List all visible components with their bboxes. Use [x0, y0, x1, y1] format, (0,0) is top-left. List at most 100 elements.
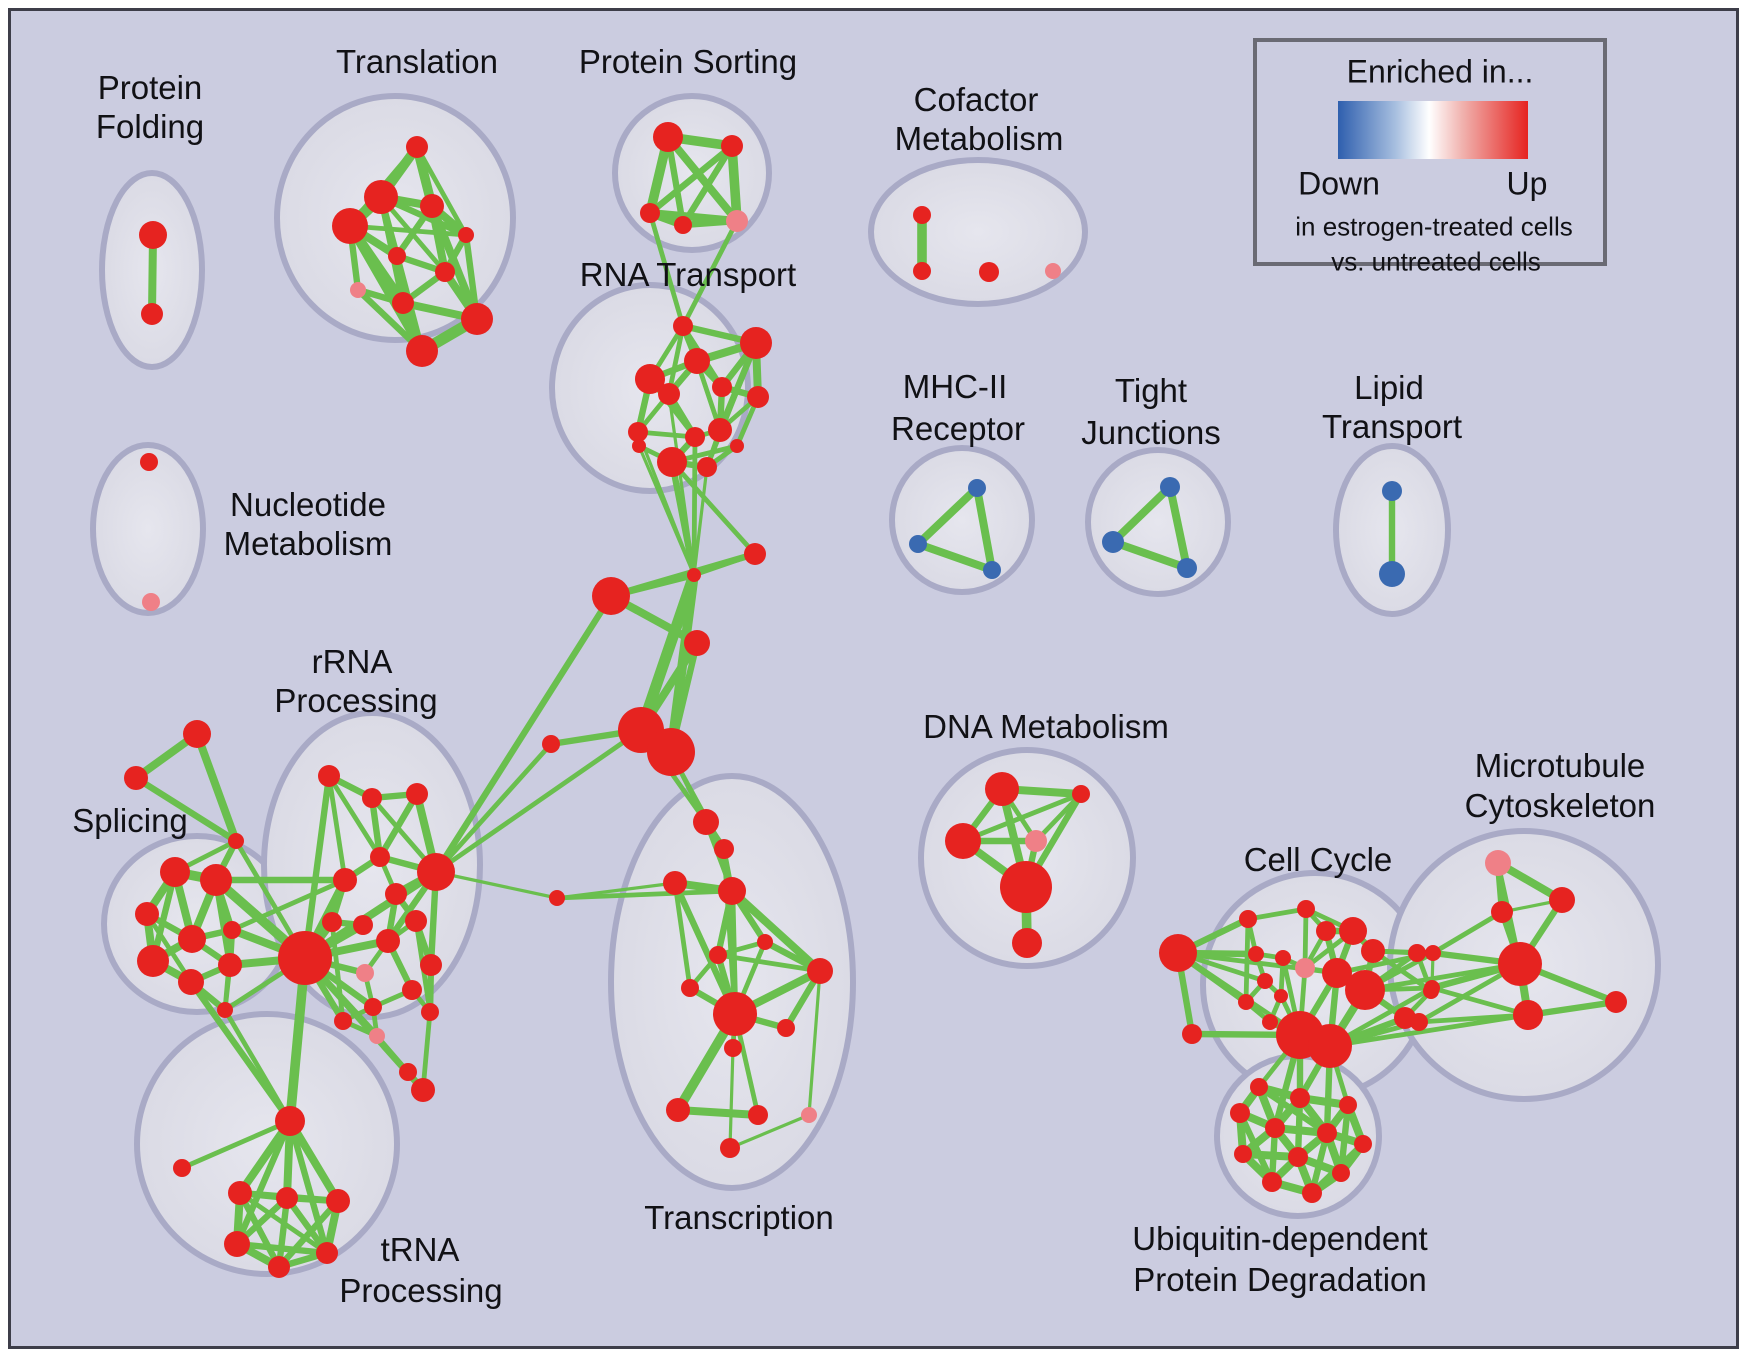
network-edge: [420, 1009, 433, 1093]
network-node: [983, 561, 1001, 579]
network-node: [417, 853, 455, 891]
network-node: [748, 1105, 768, 1125]
network-node: [178, 969, 204, 995]
network-edge: [229, 877, 348, 933]
network-node: [1288, 1147, 1308, 1167]
network-edge: [554, 888, 735, 901]
network-node: [542, 735, 560, 753]
network-node: [1257, 973, 1273, 989]
network-node: [726, 210, 748, 232]
network-node: [747, 386, 769, 408]
network-node: [1000, 861, 1052, 913]
network-node: [985, 772, 1019, 806]
network-node: [140, 453, 158, 471]
network-node: [458, 227, 474, 243]
network-edge: [728, 1113, 811, 1150]
network-edge: [275, 1197, 342, 1271]
network-node: [217, 1002, 233, 1018]
network-node: [421, 1003, 439, 1021]
network-node: [1072, 785, 1090, 803]
network-node: [708, 418, 732, 442]
network-node: [1498, 942, 1542, 986]
network-node: [658, 383, 680, 405]
network-edge: [666, 323, 686, 397]
network-node: [333, 868, 357, 892]
network-node: [406, 136, 428, 158]
network-node: [724, 1039, 742, 1057]
network-node: [632, 439, 646, 453]
network-edge: [607, 550, 759, 600]
network-nodes: [124, 122, 1627, 1278]
network-node: [684, 348, 710, 374]
network-node: [276, 1187, 298, 1209]
network-node: [1250, 1078, 1268, 1096]
network-edge: [671, 879, 739, 1018]
network-node: [1102, 531, 1124, 553]
network-node: [1379, 561, 1405, 587]
network-edge: [973, 484, 996, 574]
network-node: [653, 122, 683, 152]
network-node: [334, 1012, 352, 1030]
legend-box: Enriched in... Down Up in estrogen-treat…: [1253, 38, 1607, 277]
network-node: [1290, 1088, 1310, 1108]
network-node: [1045, 263, 1061, 279]
network-node: [740, 327, 772, 359]
network-node: [420, 954, 442, 976]
cluster-ellipse-dna-metabolism: [918, 747, 1136, 969]
network-node: [1275, 950, 1291, 966]
network-node: [635, 364, 665, 394]
network-node: [316, 1242, 338, 1264]
network-node: [684, 630, 710, 656]
network-edge: [1243, 916, 1251, 1005]
cluster-ellipse-tight-junctions: [1085, 447, 1231, 597]
network-node: [228, 1181, 252, 1205]
network-node: [657, 447, 687, 477]
network-edge: [914, 540, 996, 574]
network-node: [909, 535, 927, 553]
network-edge: [432, 592, 615, 876]
network-edge: [1429, 985, 1531, 1018]
network-node: [137, 945, 169, 977]
network-edge: [647, 210, 686, 329]
network-node: [730, 439, 744, 453]
network-node: [687, 568, 701, 582]
network-node: [461, 303, 493, 335]
network-node: [405, 910, 427, 932]
network-node: [435, 262, 455, 282]
network-node: [801, 1107, 817, 1123]
network-node: [777, 1019, 795, 1037]
network-node: [1239, 910, 1257, 928]
network-node: [712, 377, 732, 397]
network-node: [350, 282, 366, 298]
network-node: [173, 1159, 191, 1177]
network-edge: [715, 952, 823, 974]
network-node: [362, 788, 382, 808]
network-edge: [434, 870, 559, 900]
network-node: [1025, 830, 1047, 852]
network-node: [183, 720, 211, 748]
network-node: [640, 203, 660, 223]
network-edge: [329, 919, 346, 1024]
network-node: [1177, 558, 1197, 578]
network-edge: [637, 444, 696, 577]
network-node: [673, 316, 693, 336]
network-node: [592, 577, 630, 615]
network-edge: [960, 791, 1084, 844]
network-node: [1491, 901, 1513, 923]
network-edge: [914, 484, 981, 548]
network-edge: [664, 133, 741, 225]
network-node: [278, 931, 332, 985]
network-edge: [326, 773, 348, 883]
legend-gradient-bar: [1338, 101, 1528, 159]
network-node: [275, 1106, 305, 1136]
network-node: [979, 262, 999, 282]
network-edge: [326, 773, 383, 860]
network-node: [945, 823, 981, 859]
network-node: [666, 1098, 690, 1122]
network-node: [1238, 994, 1254, 1010]
network-node: [647, 728, 695, 776]
network-edge: [672, 880, 693, 991]
legend-subtitle-line2: vs. untreated cells: [1331, 246, 1541, 277]
network-edge: [1430, 909, 1505, 956]
network-node: [549, 890, 565, 906]
